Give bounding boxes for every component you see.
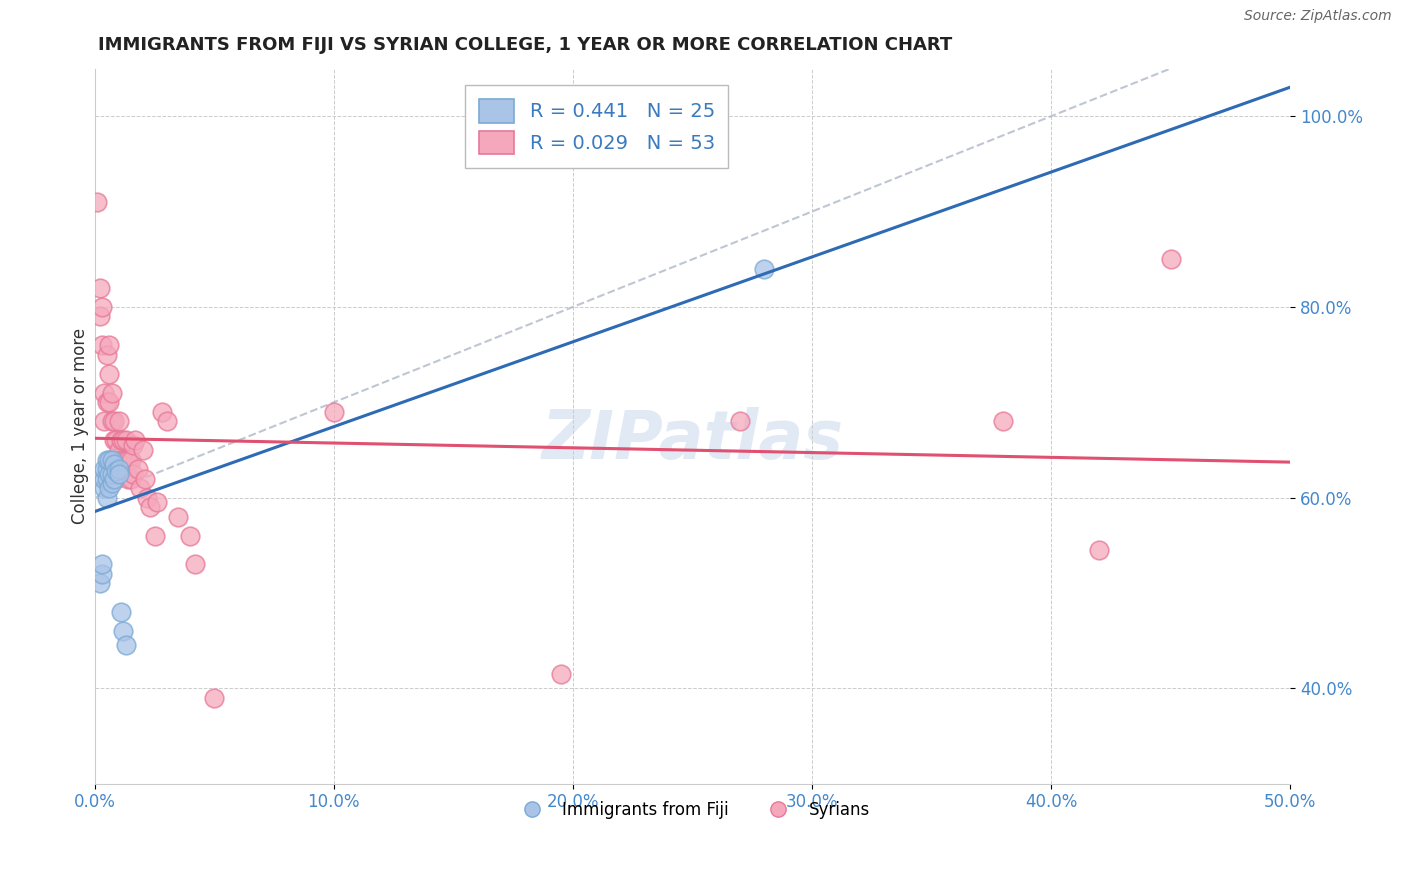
Point bbox=[100, 385, 122, 400]
Point bbox=[730, 414, 752, 428]
Point bbox=[96, 395, 118, 409]
Text: ZIPatlas: ZIPatlas bbox=[541, 408, 844, 474]
Point bbox=[117, 452, 139, 467]
Point bbox=[110, 452, 132, 467]
Point bbox=[91, 566, 114, 581]
Point bbox=[120, 472, 142, 486]
Point bbox=[127, 462, 149, 476]
Point bbox=[98, 467, 121, 481]
Point bbox=[105, 464, 128, 478]
Point bbox=[96, 491, 118, 505]
Point bbox=[93, 385, 115, 400]
Point bbox=[91, 558, 114, 572]
Point bbox=[100, 452, 122, 467]
Point bbox=[107, 462, 129, 476]
Point bbox=[103, 414, 125, 428]
Point bbox=[112, 434, 135, 448]
Point bbox=[100, 467, 122, 481]
Point bbox=[110, 434, 132, 448]
Point bbox=[86, 194, 108, 209]
Point bbox=[143, 529, 166, 543]
Text: IMMIGRANTS FROM FIJI VS SYRIAN COLLEGE, 1 YEAR OR MORE CORRELATION CHART: IMMIGRANTS FROM FIJI VS SYRIAN COLLEGE, … bbox=[98, 36, 953, 54]
Point bbox=[103, 472, 125, 486]
Point bbox=[155, 414, 177, 428]
Point bbox=[115, 639, 138, 653]
Point bbox=[131, 442, 153, 457]
Point bbox=[98, 338, 121, 352]
Point bbox=[146, 495, 169, 509]
Point bbox=[179, 529, 201, 543]
Point bbox=[167, 509, 190, 524]
Point bbox=[754, 261, 776, 276]
Point bbox=[184, 558, 207, 572]
Point bbox=[322, 405, 344, 419]
Point bbox=[139, 500, 162, 515]
Point bbox=[103, 434, 125, 448]
Point bbox=[115, 434, 138, 448]
Point bbox=[98, 395, 121, 409]
Point bbox=[93, 414, 115, 428]
Point bbox=[93, 481, 115, 495]
Point bbox=[96, 452, 118, 467]
Point bbox=[107, 414, 129, 428]
Point bbox=[96, 462, 118, 476]
Point bbox=[122, 438, 145, 452]
Point bbox=[91, 300, 114, 314]
Point bbox=[89, 281, 111, 295]
Point bbox=[115, 452, 138, 467]
Point bbox=[202, 690, 225, 705]
Point bbox=[96, 348, 118, 362]
Point bbox=[124, 434, 146, 448]
Point bbox=[105, 452, 128, 467]
Point bbox=[1160, 252, 1182, 267]
Point bbox=[112, 624, 135, 639]
Point bbox=[105, 434, 128, 448]
Point bbox=[98, 367, 121, 381]
Point bbox=[150, 405, 173, 419]
Point bbox=[96, 472, 118, 486]
Point bbox=[89, 576, 111, 591]
Point bbox=[112, 452, 135, 467]
Point bbox=[98, 481, 121, 495]
Y-axis label: College, 1 year or more: College, 1 year or more bbox=[72, 328, 89, 524]
Text: Source: ZipAtlas.com: Source: ZipAtlas.com bbox=[1244, 9, 1392, 23]
Point bbox=[136, 491, 159, 505]
Point bbox=[100, 476, 122, 491]
Point bbox=[993, 414, 1015, 428]
Point bbox=[129, 481, 152, 495]
Legend: Immigrants from Fiji, Syrians: Immigrants from Fiji, Syrians bbox=[509, 794, 876, 825]
Point bbox=[120, 452, 142, 467]
Point bbox=[107, 467, 129, 481]
Point bbox=[134, 472, 156, 486]
Point bbox=[550, 667, 572, 681]
Point bbox=[91, 338, 114, 352]
Point bbox=[98, 452, 121, 467]
Point bbox=[89, 310, 111, 324]
Point bbox=[107, 442, 129, 457]
Point bbox=[117, 472, 139, 486]
Point bbox=[93, 472, 115, 486]
Point bbox=[110, 605, 132, 619]
Point bbox=[103, 457, 125, 471]
Point bbox=[1088, 543, 1111, 558]
Point bbox=[122, 467, 145, 481]
Point bbox=[100, 414, 122, 428]
Point bbox=[93, 462, 115, 476]
